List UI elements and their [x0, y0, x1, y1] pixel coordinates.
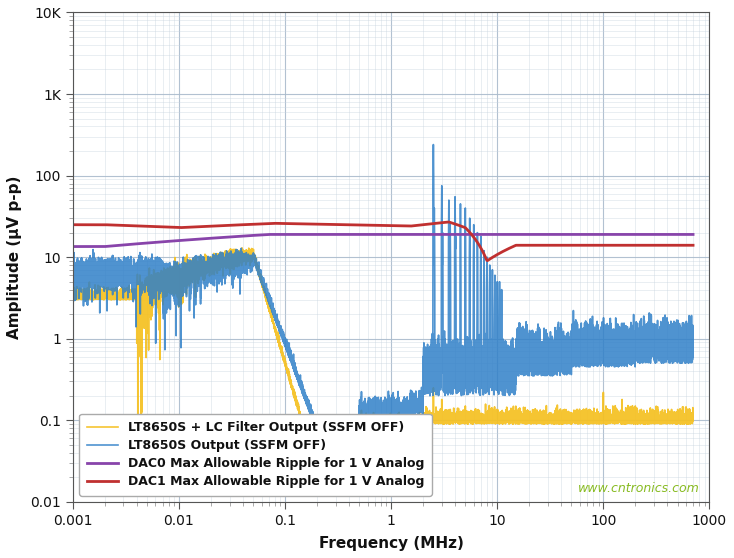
LT8650S Output (SSFM OFF): [161, 268, 170, 275]
Line: LT8650S Output (SSFM OFF): LT8650S Output (SSFM OFF): [73, 145, 693, 463]
Line: LT8650S + LC Filter Output (SSFM OFF): LT8650S + LC Filter Output (SSFM OFF): [73, 248, 693, 439]
LT8650S + LC Filter Output (SSFM OFF): [68, 288, 77, 295]
DAC1 Max Allowable Ripple for 1 V Analog: [483, 257, 492, 264]
Text: www.cntronics.com: www.cntronics.com: [578, 482, 700, 494]
Legend: LT8650S + LC Filter Output (SSFM OFF), LT8650S Output (SSFM OFF), DAC0 Max Allow: LT8650S + LC Filter Output (SSFM OFF), L…: [79, 413, 432, 496]
LT8650S + LC Filter Output (SSFM OFF): [462, 420, 471, 427]
LT8650S Output (SSFM OFF): [101, 270, 110, 276]
DAC0 Max Allowable Ripple for 1 V Analog: [446, 231, 454, 238]
LT8650S + LC Filter Output (SSFM OFF): [293, 403, 302, 410]
LT8650S + LC Filter Output (SSFM OFF): [302, 435, 310, 442]
LT8650S Output (SSFM OFF): [688, 327, 697, 334]
DAC1 Max Allowable Ripple for 1 V Analog: [446, 219, 454, 226]
DAC0 Max Allowable Ripple for 1 V Analog: [429, 231, 438, 238]
DAC0 Max Allowable Ripple for 1 V Analog: [265, 231, 274, 238]
DAC1 Max Allowable Ripple for 1 V Analog: [444, 219, 453, 225]
LT8650S Output (SSFM OFF): [429, 141, 437, 148]
DAC0 Max Allowable Ripple for 1 V Analog: [465, 231, 473, 238]
Line: DAC1 Max Allowable Ripple for 1 V Analog: DAC1 Max Allowable Ripple for 1 V Analog: [73, 222, 693, 261]
LT8650S + LC Filter Output (SSFM OFF): [238, 244, 247, 251]
LT8650S + LC Filter Output (SSFM OFF): [688, 413, 697, 420]
DAC0 Max Allowable Ripple for 1 V Analog: [688, 231, 697, 238]
DAC1 Max Allowable Ripple for 1 V Analog: [429, 220, 437, 227]
DAC0 Max Allowable Ripple for 1 V Analog: [106, 243, 115, 249]
X-axis label: Frequency (MHz): Frequency (MHz): [319, 536, 464, 551]
DAC0 Max Allowable Ripple for 1 V Analog: [68, 243, 77, 250]
LT8650S Output (SSFM OFF): [229, 253, 238, 259]
LT8650S Output (SSFM OFF): [446, 229, 454, 236]
Line: DAC0 Max Allowable Ripple for 1 V Analog: DAC0 Max Allowable Ripple for 1 V Analog: [73, 234, 693, 247]
LT8650S + LC Filter Output (SSFM OFF): [100, 294, 109, 300]
DAC0 Max Allowable Ripple for 1 V Analog: [603, 231, 612, 238]
LT8650S Output (SSFM OFF): [386, 412, 395, 418]
DAC1 Max Allowable Ripple for 1 V Analog: [68, 222, 77, 228]
LT8650S Output (SSFM OFF): [68, 271, 77, 277]
DAC0 Max Allowable Ripple for 1 V Analog: [539, 231, 548, 238]
DAC1 Max Allowable Ripple for 1 V Analog: [106, 222, 115, 228]
DAC1 Max Allowable Ripple for 1 V Analog: [540, 242, 549, 249]
LT8650S + LC Filter Output (SSFM OFF): [528, 408, 537, 415]
LT8650S + LC Filter Output (SSFM OFF): [435, 414, 444, 421]
DAC1 Max Allowable Ripple for 1 V Analog: [604, 242, 613, 249]
DAC1 Max Allowable Ripple for 1 V Analog: [465, 228, 473, 234]
Y-axis label: Amplitude (μV p-p): Amplitude (μV p-p): [7, 176, 22, 339]
LT8650S Output (SSFM OFF): [395, 402, 404, 408]
DAC1 Max Allowable Ripple for 1 V Analog: [688, 242, 697, 249]
LT8650S Output (SSFM OFF): [324, 460, 333, 466]
LT8650S + LC Filter Output (SSFM OFF): [562, 410, 570, 416]
